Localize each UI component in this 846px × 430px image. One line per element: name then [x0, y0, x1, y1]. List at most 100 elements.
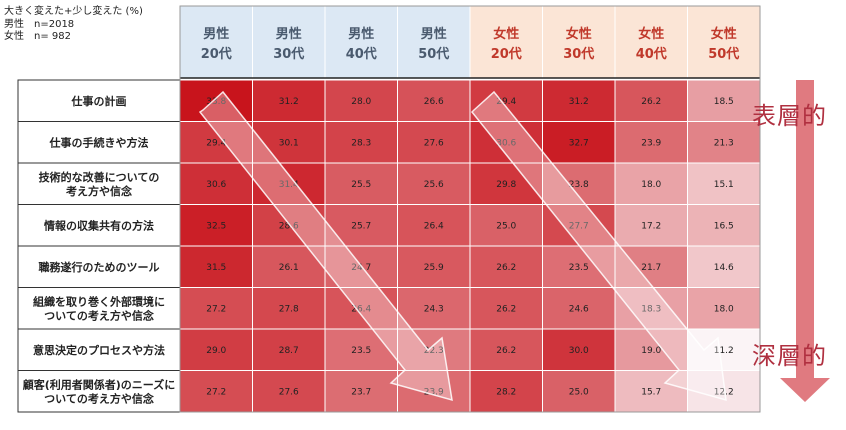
heatmap-cell [324, 121, 398, 164]
cell-value: 27.8 [279, 304, 299, 314]
column-header-gender: 女性 [638, 26, 664, 42]
row-label: ついての考え方や信念 [44, 308, 155, 322]
heatmap-cell [687, 162, 761, 205]
cell-value: 25.5 [351, 180, 371, 190]
heatmap-cell [324, 328, 398, 371]
cell-value: 27.6 [424, 138, 444, 148]
column-header-gender: 男性 [348, 26, 374, 42]
cell-value: 17.2 [641, 221, 661, 231]
cell-value: 26.6 [424, 97, 444, 107]
trend-arrow-male [198, 90, 453, 402]
row-label: 組織を取り巻く外部環境に [33, 294, 165, 308]
deep-label: 深層的 [752, 342, 827, 370]
heatmap-cell [687, 204, 761, 247]
column-header-gender: 女性 [711, 26, 737, 42]
column-header-age: 20代 [491, 46, 522, 62]
cell-value: 28.7 [279, 346, 299, 356]
cell-value: 19.0 [641, 346, 661, 356]
heatmap-cell [179, 162, 253, 205]
cell-value: 26.2 [496, 346, 516, 356]
column-header-bg [397, 5, 471, 79]
row-label-cell [17, 121, 181, 164]
heatmap-cell [614, 162, 688, 205]
row-label-cell [17, 204, 181, 247]
cell-value: 25.0 [496, 221, 516, 231]
cell-value: 23.8 [569, 180, 589, 190]
heatmap-cell [179, 204, 253, 247]
cell-value: 29.4 [206, 138, 226, 148]
cell-value: 27.6 [279, 387, 299, 397]
column-header-gender: 女性 [566, 26, 592, 42]
row-label: 情報の収集共有の方法 [44, 218, 154, 232]
cell-value: 31.2 [279, 97, 299, 107]
cell-value: 25.6 [424, 180, 444, 190]
cell-value: 31.5 [206, 263, 226, 273]
row-label: 技術的な改善についての [39, 170, 160, 184]
column-header-bg [469, 5, 543, 79]
heatmap-cell [324, 370, 398, 413]
heatmap-cell [614, 121, 688, 164]
cell-value: 33.8 [206, 97, 226, 107]
heatmap-cell [397, 162, 471, 205]
heatmap-cell [469, 245, 543, 288]
column-header-gender: 男性 [203, 26, 229, 42]
column-header-bg [252, 5, 326, 79]
cell-value: 31.4 [279, 180, 299, 190]
legend: 大きく変えた+少し変えた (%) 男性 n=2018 女性 n= 982 [4, 6, 143, 44]
cell-value: 24.3 [424, 304, 444, 314]
cell-value: 21.7 [641, 263, 661, 273]
cell-value: 18.3 [641, 304, 661, 314]
column-header-bg [614, 5, 688, 79]
heatmap-cell [397, 204, 471, 247]
heatmap-cell [179, 370, 253, 413]
cell-value: 29.0 [206, 346, 226, 356]
cell-value: 26.2 [496, 263, 516, 273]
cell-value: 32.5 [206, 221, 226, 231]
cell-value: 21.3 [714, 138, 734, 148]
cell-value: 29.4 [496, 97, 516, 107]
cell-value: 27.7 [569, 221, 589, 231]
row-label: 職務遂行のためのツール [39, 260, 160, 274]
cell-value: 24.7 [351, 263, 371, 273]
heatmap-cell [252, 204, 326, 247]
heatmap-cell [324, 287, 398, 330]
heatmap-cell [542, 328, 616, 371]
column-header-bg [542, 5, 616, 79]
row-label-cell [17, 245, 181, 288]
heatmap-cell [252, 328, 326, 371]
cell-value: 11.2 [714, 346, 734, 356]
cell-value: 25.0 [569, 387, 589, 397]
heatmap-cell [397, 370, 471, 413]
heatmap-cell [687, 121, 761, 164]
cell-value: 23.5 [351, 346, 371, 356]
cell-value: 29.8 [496, 180, 516, 190]
cell-value: 14.6 [714, 263, 734, 273]
cell-value: 18.0 [714, 304, 734, 314]
surface-label: 表層的 [752, 102, 827, 130]
heatmap-cell [469, 287, 543, 330]
cell-value: 31.2 [569, 97, 589, 107]
cell-value: 30.0 [569, 346, 589, 356]
heatmap-cell [397, 245, 471, 288]
heatmap-cell [542, 287, 616, 330]
row-label: 仕事の計画 [71, 94, 127, 108]
cell-value: 28.2 [496, 387, 516, 397]
heatmap-cell [252, 162, 326, 205]
heatmap-cell [687, 287, 761, 330]
heatmap-cell [397, 287, 471, 330]
heatmap-cell [324, 204, 398, 247]
heatmap-cell [687, 79, 761, 122]
row-label-cell [17, 162, 181, 205]
heatmap-cell [469, 370, 543, 413]
row-label: 顧客(利用者関係者)のニーズに [23, 377, 176, 391]
column-header-age: 20代 [201, 46, 232, 62]
cell-value: 26.1 [279, 263, 299, 273]
heatmap-cell [179, 328, 253, 371]
cell-value: 24.6 [569, 304, 589, 314]
column-header-gender: 男性 [421, 26, 447, 42]
depth-arrow-head [780, 378, 830, 402]
column-header-bg [324, 5, 398, 79]
legend-male: 男性 n=2018 [4, 18, 75, 30]
column-header-age: 30代 [273, 46, 304, 62]
cell-value: 16.5 [714, 221, 734, 231]
